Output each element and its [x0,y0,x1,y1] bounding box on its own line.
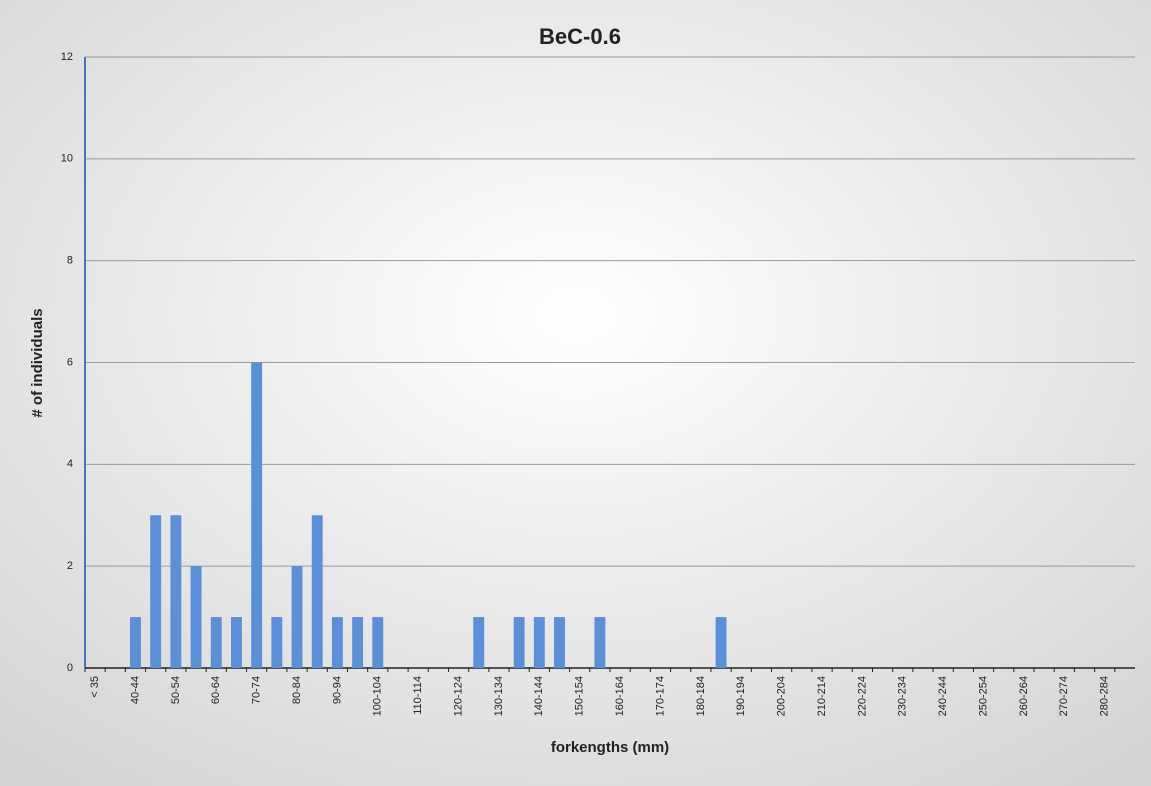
y-tick-label: 4 [67,458,73,470]
y-tick-label: 2 [67,560,73,572]
x-tick-label: 200-204 [776,676,788,716]
bar [554,617,565,668]
bar [594,617,606,668]
bar [210,617,222,668]
bar [291,566,303,668]
x-tick-label: 260-264 [1018,676,1030,716]
y-tick-label: 6 [67,356,73,368]
x-tick-label: 230-234 [897,676,909,716]
bar [271,617,283,668]
x-tick-label: 50-54 [170,676,182,704]
x-tick-label: 140-144 [533,676,545,716]
x-tick-label: 180-184 [695,676,707,716]
bar [130,617,141,668]
y-tick-label: 0 [67,662,73,674]
x-tick-label: 110-114 [412,676,424,715]
bar [473,617,485,668]
bar [230,617,242,668]
x-tick-label: 70-74 [251,676,263,704]
chart-title: BeC-0.6 [539,24,621,49]
x-tick-label: 270-274 [1058,676,1070,716]
bar [372,617,384,668]
y-tick-label: 12 [61,51,73,63]
bar [715,617,727,668]
x-tick-label: 210-214 [816,676,828,716]
bar [331,617,343,668]
x-tick-label: 80-84 [291,676,303,704]
x-tick-label: 100-104 [372,676,384,716]
y-tick-label: 10 [61,153,73,165]
bar [251,362,263,668]
x-tick-label: 280-284 [1099,676,1111,716]
bar [150,515,162,668]
bar [170,515,182,668]
x-tick-label: 130-134 [493,676,505,716]
bar [533,617,545,668]
bar [311,515,323,668]
x-tick-label: 250-254 [977,676,989,716]
x-tick-label: 150-154 [574,676,586,716]
x-tick-label: 60-64 [210,676,222,704]
x-tick-label: 120-124 [452,676,464,716]
bar [513,617,525,668]
x-tick-label: 170-174 [654,676,666,716]
x-tick-label: 240-244 [937,676,949,716]
x-tick-label: 90-94 [331,676,343,704]
x-tick-label: 160-164 [614,676,626,716]
y-axis-label: # of individuals [29,308,46,417]
x-tick-label: 40-44 [129,676,141,704]
bar [352,617,364,668]
y-tick-label: 8 [67,255,73,267]
bar [190,566,202,668]
x-tick-label: 220-224 [856,676,868,716]
x-tick-label: 190-194 [735,676,747,716]
x-axis-label: forkengths (mm) [551,739,669,756]
x-tick-label: < 35 [89,676,101,698]
